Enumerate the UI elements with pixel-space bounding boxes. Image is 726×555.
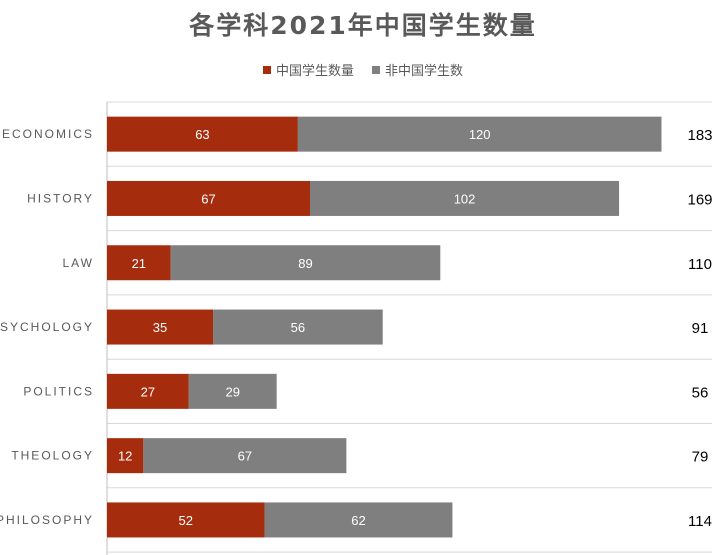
data-label: 62	[351, 513, 365, 528]
data-label: 120	[469, 127, 491, 142]
category-label: LAW	[62, 256, 94, 270]
data-label: 63	[195, 127, 209, 142]
legend-item-non-chinese: 非中国学生数	[372, 60, 463, 79]
total-label: 110	[688, 256, 712, 273]
bar-non-chinese	[170, 245, 441, 281]
legend-label-non-chinese: 非中国学生数	[385, 64, 464, 79]
category-label: ECONOMICS	[2, 127, 94, 141]
data-label: 29	[226, 384, 240, 399]
data-label: 35	[153, 320, 167, 335]
data-label: 12	[118, 449, 132, 464]
data-label: 67	[201, 191, 215, 206]
chart-legend: 中国学生数量 非中国学生数	[0, 60, 726, 79]
category-label: THEOLOGY	[11, 449, 94, 463]
category-label: PHILOSOPHY	[0, 513, 94, 527]
legend-swatch-non-chinese	[372, 65, 380, 74]
bar-non-chinese	[264, 502, 453, 538]
data-label: 67	[238, 449, 252, 464]
data-label: 21	[132, 256, 146, 271]
total-label: 79	[692, 449, 709, 466]
legend-label-chinese: 中国学生数量	[275, 64, 354, 79]
data-label: 27	[141, 384, 155, 399]
total-label: 91	[692, 320, 709, 337]
category-label: HISTORY	[27, 191, 94, 205]
bar-chinese	[107, 180, 311, 216]
category-label: POLITICS	[23, 384, 94, 398]
legend-item-chinese: 中国学生数量	[262, 60, 354, 79]
bar-chinese	[107, 438, 144, 474]
data-label: 56	[291, 320, 305, 335]
data-label: 89	[298, 256, 312, 271]
chart-title: 各学科2021年中国学生数量	[189, 11, 537, 40]
data-label: 52	[179, 513, 193, 528]
bar-non-chinese	[213, 309, 383, 345]
bar-chinese	[107, 502, 265, 538]
bar-non-chinese	[188, 373, 277, 409]
total-label: 56	[692, 384, 709, 401]
bar-chinese	[107, 373, 189, 409]
bar-non-chinese	[297, 116, 662, 152]
bar-chinese	[107, 116, 298, 152]
bar-chinese	[107, 245, 171, 281]
bar-chinese	[107, 309, 214, 345]
bar-non-chinese	[143, 438, 347, 474]
total-label: 114	[688, 513, 712, 530]
category-label: PSYCHOLOGY	[0, 320, 94, 334]
total-label: 183	[687, 127, 712, 144]
legend-swatch-chinese	[262, 65, 271, 74]
total-label: 169	[687, 191, 712, 208]
bar-non-chinese	[310, 180, 620, 216]
data-label: 102	[454, 191, 476, 206]
